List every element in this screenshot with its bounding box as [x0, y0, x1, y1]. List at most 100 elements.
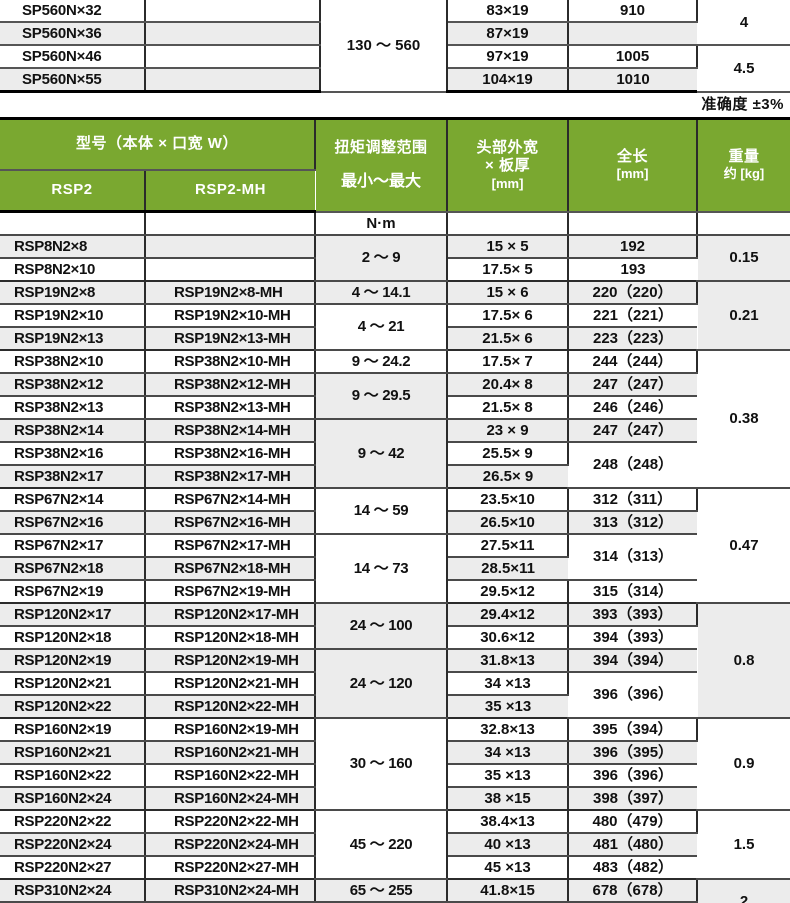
- cell-head-width: 15 × 6: [447, 280, 570, 305]
- cell-model-rsp2: RSP220N2×27: [0, 855, 146, 880]
- table-row: RSP120N2×19 RSP120N2×19-MH 24 ～ 120 31.8×13…: [0, 648, 790, 719]
- cell-model-rsp2: RSP67N2×17: [0, 533, 146, 558]
- cell-empty: [145, 211, 317, 236]
- table-row: SP560N×46 97×19 1005 4.5: [0, 45, 790, 93]
- cell-total-length: 315（314）: [568, 579, 698, 604]
- cell-model-rsp2mh: RSP160N2×22-MH: [145, 763, 317, 788]
- table-row: RSP38N2×14 RSP38N2×14-MH 9 ～ 42 23 × 9 247（2…: [0, 418, 790, 489]
- cell-model-rsp2mh: RSP310N2×24-MH: [145, 878, 317, 903]
- cell-head-width: 26.5×10: [447, 510, 570, 535]
- cell-weight: 4: [697, 0, 790, 46]
- cell-torque-range: 24 ～ 120: [315, 648, 449, 719]
- table-row: SP560N×55 104×19 1010: [0, 68, 790, 93]
- cell-model-mh: [145, 0, 321, 23]
- cell-head-width: 27.5×11: [447, 533, 570, 558]
- cell-weight: 2: [697, 878, 790, 903]
- header-head-width: 头部外宽 × 板厚 [mm]: [447, 118, 570, 213]
- cell-model-rsp2mh: RSP120N2×22-MH: [145, 694, 317, 719]
- cell-model-rsp2mh: RSP38N2×13-MH: [145, 395, 317, 420]
- cell-model-rsp2mh: RSP38N2×10-MH: [145, 349, 317, 374]
- table-row: RSP120N2×22 RSP120N2×22-MH 35 ×13: [0, 694, 790, 719]
- cell-model-rsp2mh: RSP67N2×14-MH: [145, 487, 317, 512]
- cell-total-length: 394（393）: [568, 625, 698, 650]
- cell-total-length: 220（220）: [568, 280, 699, 305]
- cell-model-rsp2: RSP220N2×22: [0, 809, 146, 834]
- cell-head-width: 23 × 9: [447, 418, 570, 443]
- cell-model-rsp2mh: RSP160N2×24-MH: [145, 786, 317, 811]
- cell-torque-range: 4 ～ 21: [315, 303, 449, 351]
- cell-head-width: 32.8×13: [447, 717, 570, 742]
- cell-model-rsp2mh: RSP220N2×27-MH: [145, 855, 317, 880]
- cell-weight: 0.21: [697, 280, 790, 351]
- cell-empty: [697, 211, 790, 236]
- header-weight-unit: 约 [kg]: [723, 166, 765, 182]
- cell-model-rsp2mh: RSP120N2×18-MH: [145, 625, 317, 650]
- table-row: RSP8N2×8 2 ～ 9 15 × 5 192 0.15: [0, 234, 790, 282]
- cell-model-rsp2: RSP19N2×13: [0, 326, 146, 351]
- rsp2-table-body: N·m RSP8N2×8 2 ～ 9 15 × 5 192 0.15 RSP8N2×10 17…: [0, 211, 790, 903]
- table-row: RSP38N2×12 RSP38N2×12-MH 9 ～ 29.5 20.4× 8 24…: [0, 372, 790, 420]
- cell-model-rsp2: RSP120N2×19: [0, 648, 146, 673]
- cell-total-length: 247（247）: [568, 372, 698, 397]
- table-row: RSP38N2×16 RSP38N2×16-MH 25.5× 9 248（248）: [0, 441, 790, 489]
- cell-model-rsp2mh: RSP220N2×22-MH: [145, 809, 317, 834]
- cell-head-width: 17.5× 5: [447, 257, 570, 282]
- cell-head-width: 29.4×12: [447, 602, 570, 627]
- cell-model-rsp2: RSP160N2×24: [0, 786, 146, 811]
- table-row: RSP67N2×16 RSP67N2×16-MH 26.5×10 313（312）: [0, 510, 790, 535]
- table-row: RSP38N2×13 RSP38N2×13-MH 21.5× 8 246（246）: [0, 395, 790, 420]
- cell-total-length: 396（396）: [568, 671, 698, 719]
- cell-head-width: 21.5× 8: [447, 395, 570, 420]
- cell-model-rsp2mh: RSP19N2×8-MH: [145, 280, 317, 305]
- cell-head-width: 34 ×13: [447, 740, 570, 765]
- header-weight: 重量 约 [kg]: [697, 118, 790, 213]
- header-row-sub: RSP2 RSP2-MH: [0, 170, 790, 213]
- cell-model-rsp2: RSP120N2×18: [0, 625, 146, 650]
- cell-model-rsp2mh: [145, 234, 317, 259]
- cell-head-width: 87×19: [447, 22, 569, 46]
- cell-model-rsp2mh: RSP19N2×13-MH: [145, 326, 317, 351]
- cell-total-length: 395（394）: [568, 717, 699, 742]
- table-row: RSP120N2×17 RSP120N2×17-MH 24 ～ 100 29.4×12…: [0, 602, 790, 719]
- header-model-rsp2: RSP2: [0, 170, 146, 213]
- rsp2-spec-table: 型号（本体 × 口宽 W） 扭矩调整范围 最小～最大 头部外宽 × 板厚 [mm…: [0, 117, 790, 903]
- cell-model-rsp2: RSP38N2×12: [0, 372, 146, 397]
- header-length-title: 全长: [617, 148, 649, 166]
- sp560-spec-table: SP560N×32 130 ～ 560 83×19 910 4 SP560N×3…: [0, 0, 790, 93]
- cell-total-length: 393（393）: [568, 602, 699, 627]
- cell-model-rsp2: RSP38N2×10: [0, 349, 146, 374]
- cell-total-length: 193: [568, 257, 698, 282]
- cell-model-rsp2mh: RSP160N2×19-MH: [145, 717, 317, 742]
- table-row: RSP310N2×24 RSP310N2×24-MH 65 ～ 255 41.8×15…: [0, 878, 790, 903]
- cell-model-rsp2mh: RSP67N2×16-MH: [145, 510, 317, 535]
- unit-row: N·m: [0, 211, 790, 236]
- cell-total-length: 396（395）: [568, 740, 698, 765]
- cell-torque-range: 9 ～ 24.2: [315, 349, 449, 374]
- cell-model-rsp2mh: [145, 257, 317, 282]
- cell-empty: [447, 211, 570, 236]
- cell-head-width: 97×19: [447, 45, 569, 69]
- cell-torque-unit: N·m: [315, 211, 449, 236]
- cell-head-width: 23.5×10: [447, 487, 570, 512]
- cell-head-width: 38.4×13: [447, 809, 570, 834]
- cell-torque-range: 65 ～ 255: [315, 878, 449, 903]
- header-torque-title: 扭矩调整范围: [334, 139, 428, 157]
- cell-total-length: 396（396）: [568, 763, 698, 788]
- cell-model-rsp2: RSP19N2×10: [0, 303, 146, 328]
- header-length-unit: [mm]: [616, 166, 649, 182]
- cell-torque-range: 9 ～ 42: [315, 418, 449, 489]
- cell-model-rsp2mh: RSP67N2×18-MH: [145, 556, 317, 581]
- cell-torque-range: 9 ～ 29.5: [315, 372, 449, 420]
- cell-torque-range: 14 ～ 73: [315, 533, 449, 604]
- cell-model-rsp2: RSP67N2×19: [0, 579, 146, 604]
- rsp2-table-header: 型号（本体 × 口宽 W） 扭矩调整范围 最小～最大 头部外宽 × 板厚 [mm…: [0, 118, 790, 213]
- cell-torque-range: 45 ～ 220: [315, 809, 449, 880]
- accuracy-note: 准确度 ±3%: [701, 96, 784, 113]
- table-row: RSP8N2×10 17.5× 5 193: [0, 257, 790, 282]
- cell-head-width: 41.8×15: [447, 878, 570, 903]
- cell-model-rsp2: RSP310N2×24: [0, 878, 146, 903]
- table-row: RSP19N2×10 RSP19N2×10-MH 4 ～ 21 17.5× 6 221（…: [0, 303, 790, 351]
- cell-model-rsp2: RSP120N2×17: [0, 602, 146, 627]
- cell-model: SP560N×36: [0, 22, 146, 46]
